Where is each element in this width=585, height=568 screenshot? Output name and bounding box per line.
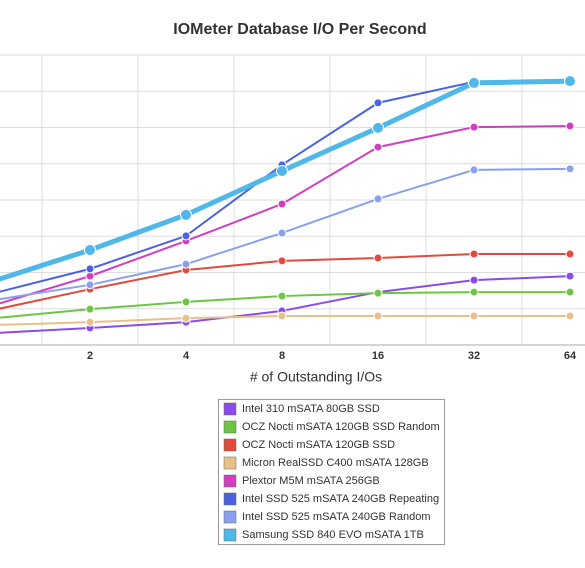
data-point (565, 271, 575, 281)
data-point (277, 256, 287, 266)
legend-swatch (223, 492, 237, 506)
legend-label: OCZ Nocti mSATA 120GB SSD Random (242, 421, 440, 433)
legend-swatch (223, 474, 237, 488)
legend-swatch (223, 420, 237, 434)
data-point (565, 311, 575, 321)
legend-label: OCZ Nocti mSATA 120GB SSD (242, 439, 395, 451)
data-point (373, 311, 383, 321)
legend-swatch (223, 456, 237, 470)
legend-label: Plextor M5M mSATA 256GB (242, 475, 380, 487)
data-point (373, 253, 383, 263)
legend-label: Micron RealSSD C400 mSATA 128GB (242, 457, 429, 469)
data-point (180, 208, 192, 221)
data-point (373, 288, 383, 298)
legend-swatch (223, 438, 237, 452)
x-tick-label: 2 (87, 350, 93, 362)
data-point (276, 165, 288, 177)
data-point (468, 76, 480, 89)
data-point (373, 194, 383, 204)
legend-swatch (223, 402, 237, 416)
data-point (564, 75, 576, 88)
data-point (469, 249, 479, 259)
legend-label: Intel SSD 525 mSATA 240GB Random (242, 511, 431, 523)
data-point (181, 259, 191, 269)
data-point (181, 313, 191, 323)
data-point (85, 317, 95, 327)
data-point (372, 121, 384, 134)
data-point (469, 275, 479, 285)
data-point (565, 287, 575, 297)
data-point (565, 164, 575, 174)
data-point (373, 98, 383, 108)
data-point (277, 291, 287, 301)
data-point (373, 142, 383, 152)
data-point (469, 165, 479, 175)
legend-label: Intel SSD 525 mSATA 240GB Repeating (242, 493, 439, 505)
data-point (469, 311, 479, 321)
legend-box (218, 399, 445, 545)
data-point (85, 264, 95, 274)
data-point (277, 228, 287, 238)
data-point (277, 199, 287, 209)
x-tick-label: 8 (279, 350, 285, 362)
data-point (84, 244, 96, 257)
data-point (277, 311, 287, 321)
data-point (181, 231, 191, 241)
data-point (565, 121, 575, 131)
data-point (469, 122, 479, 132)
chart-title: IOMeter Database I/O Per Second (173, 21, 426, 38)
legend-swatch (223, 510, 237, 524)
data-point (469, 287, 479, 297)
data-point (85, 280, 95, 290)
legend-label: Intel 310 mSATA 80GB SSD (242, 403, 380, 415)
x-axis-label: # of Outstanding I/Os (250, 369, 382, 385)
legend-swatch (223, 528, 237, 542)
x-tick-label: 32 (468, 350, 480, 362)
data-point (565, 249, 575, 259)
x-tick-label: 4 (183, 350, 190, 362)
data-point (85, 304, 95, 314)
data-point (181, 297, 191, 307)
x-tick-label: 64 (564, 350, 577, 362)
series-line (0, 125, 571, 305)
legend-label: Samsung SSD 840 EVO mSATA 1TB (242, 529, 424, 541)
x-tick-label: 16 (372, 350, 384, 362)
